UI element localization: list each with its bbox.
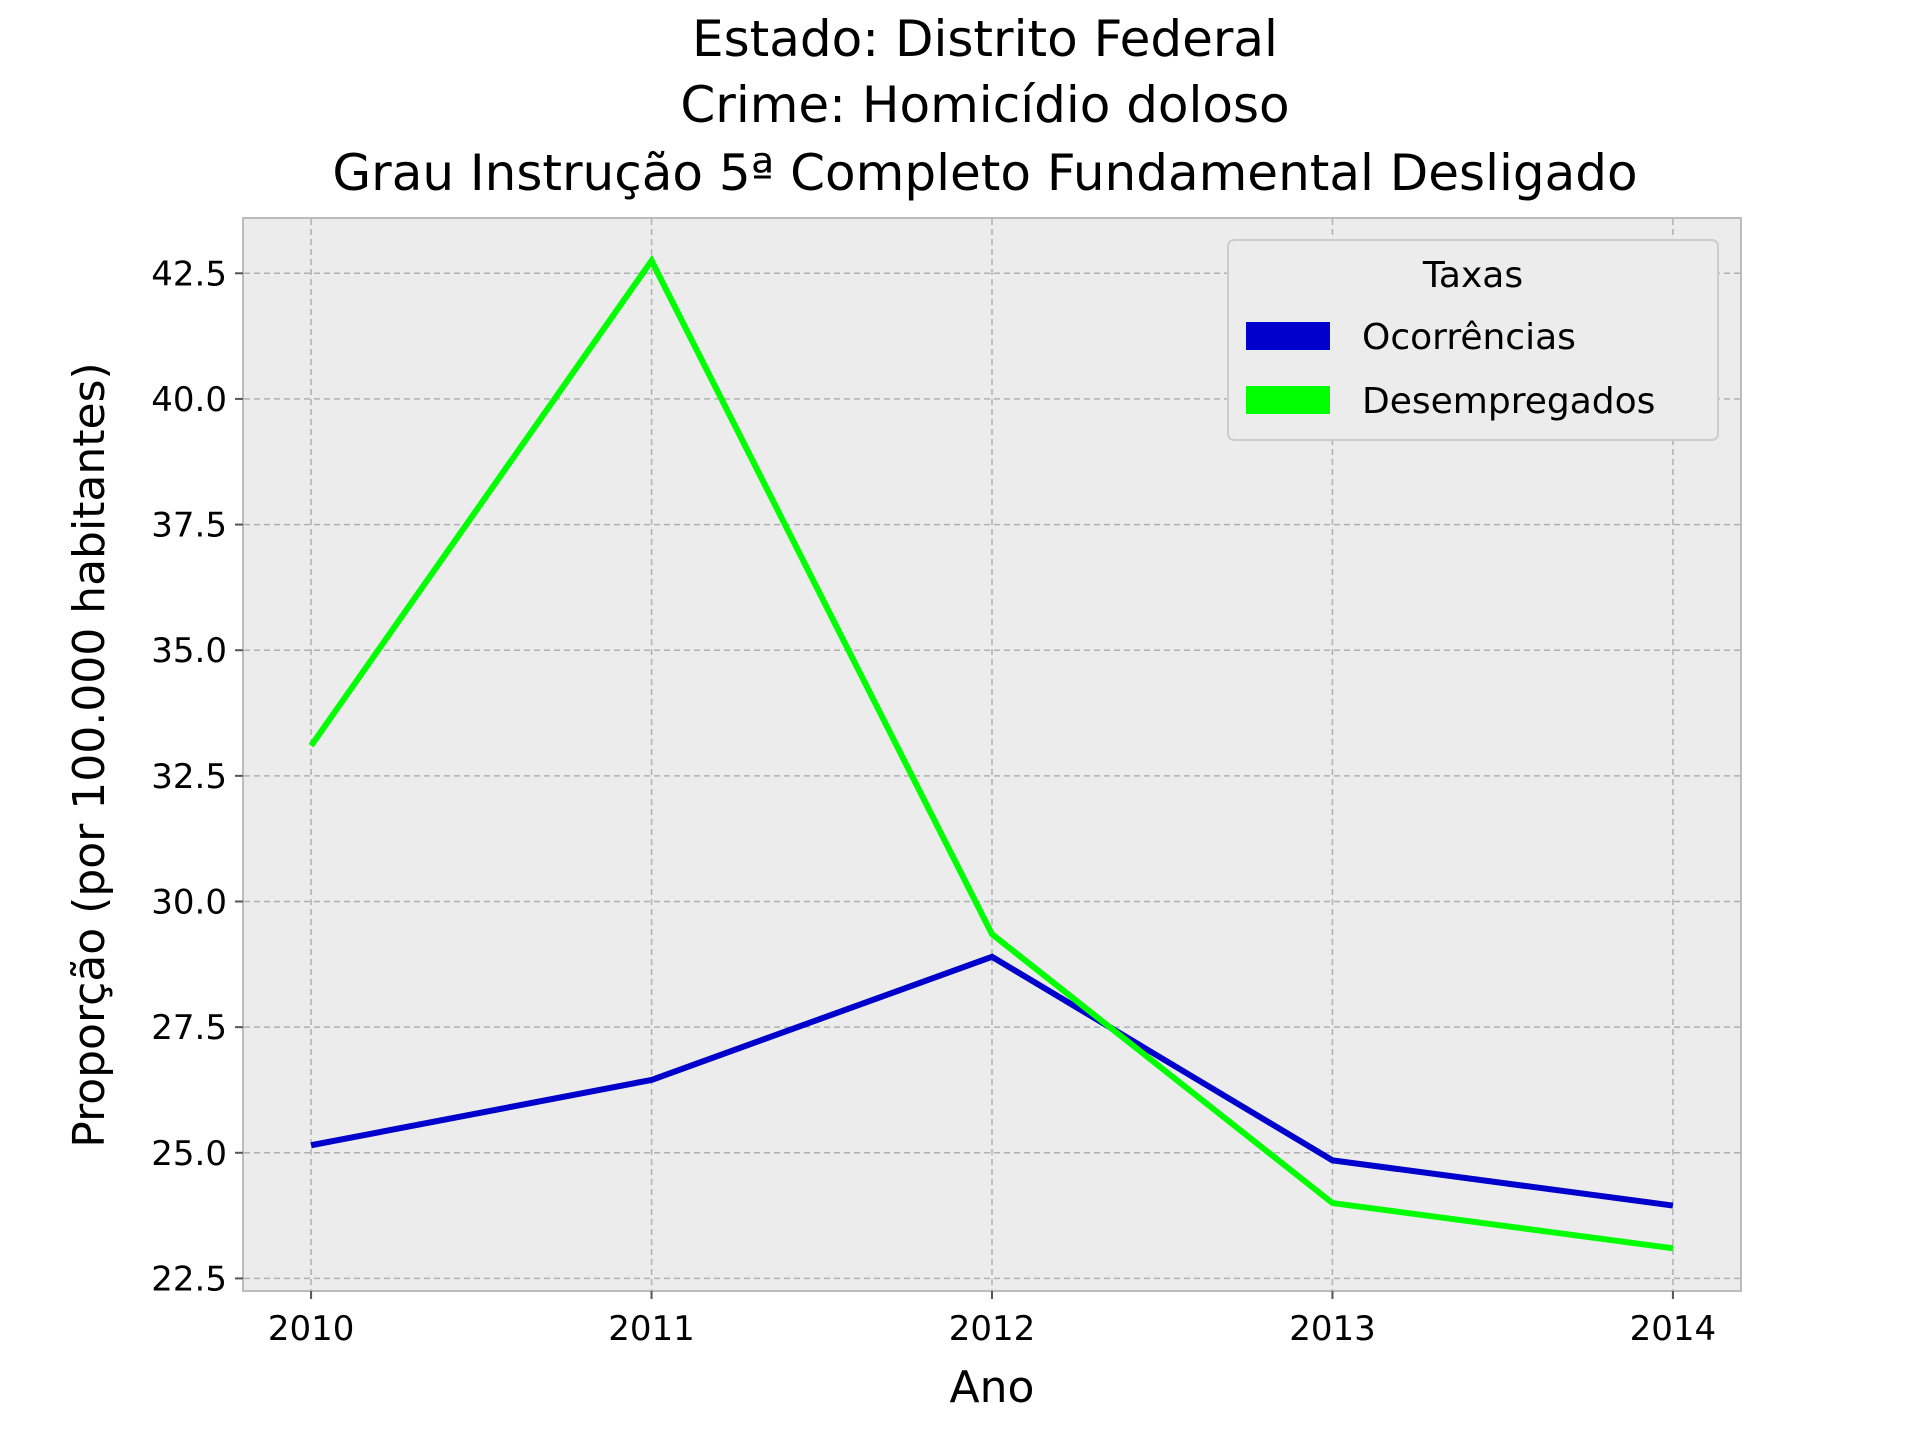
grid-lines [244, 219, 1740, 1290]
title-line-2: Crime: Homicídio doloso [680, 76, 1289, 134]
legend-frame [1227, 239, 1719, 441]
x-tick-label: 2011 [608, 1309, 695, 1349]
y-tick-label: 42.5 [151, 254, 227, 294]
y-tick-label: 25.0 [151, 1134, 227, 1174]
y-tick-label: 30.0 [151, 883, 227, 923]
legend-swatch-ocorrencias [1246, 322, 1330, 350]
legend-swatch-desempregados [1246, 386, 1330, 414]
y-tick-label: 37.5 [151, 506, 227, 546]
y-tick-label: 32.5 [151, 757, 227, 797]
y-tick-label: 40.0 [151, 380, 227, 420]
title-line-3: Grau Instrução 5ª Completo Fundamental D… [332, 144, 1637, 202]
title-line-1: Estado: Distrito Federal [692, 10, 1278, 68]
y-tick-label: 35.0 [151, 631, 227, 671]
x-tick-label: 2013 [1289, 1309, 1376, 1349]
y-tick-label: 27.5 [151, 1008, 227, 1048]
legend-label-ocorrencias: Ocorrências [1362, 317, 1576, 358]
x-tick-label: 2010 [268, 1309, 355, 1349]
y-tick-label: 22.5 [151, 1259, 227, 1299]
series-line-ocorrencias [310, 953, 1674, 1209]
x-axis-label: Ano [950, 1362, 1035, 1413]
legend-label-desempregados: Desempregados [1362, 381, 1655, 422]
axis-ticks: 2010 2011 2012 2013 2014 22.5 25.0 27.5 30.0 32.5… [151, 254, 1716, 1349]
x-tick-label: 2014 [1630, 1309, 1717, 1349]
legend: Taxas Ocorrências Desempregados [1227, 239, 1719, 441]
chart-title: Estado: Distrito Federal Crime: Homicídi… [332, 10, 1637, 202]
y-axis-label: Proporção (por 100.000 habitantes) [64, 362, 115, 1147]
series-line-desempregados [308, 254, 1674, 1252]
x-tick-label: 2012 [949, 1309, 1036, 1349]
series-lines [308, 254, 1674, 1252]
legend-title: Taxas [1422, 255, 1523, 296]
